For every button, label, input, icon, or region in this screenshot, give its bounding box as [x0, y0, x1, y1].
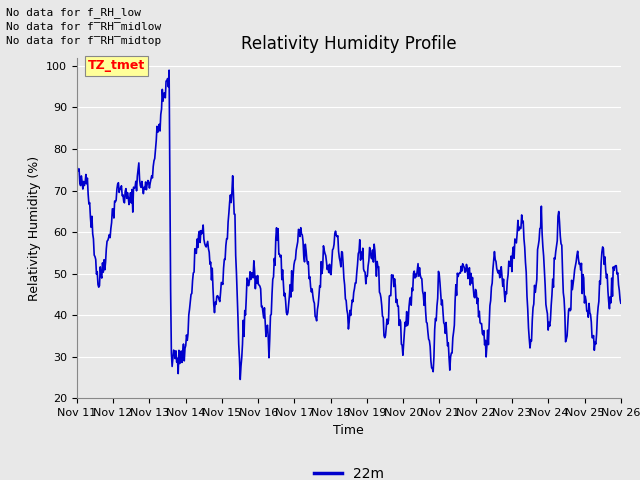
Y-axis label: Relativity Humidity (%): Relativity Humidity (%) — [28, 156, 40, 300]
Text: No data for f̅RH̅midtop: No data for f̅RH̅midtop — [6, 36, 162, 46]
Text: No data for f̅RH̅midlow: No data for f̅RH̅midlow — [6, 22, 162, 32]
X-axis label: Time: Time — [333, 424, 364, 437]
Text: No data for f_RH_low: No data for f_RH_low — [6, 7, 141, 18]
Title: Relativity Humidity Profile: Relativity Humidity Profile — [241, 35, 456, 53]
Legend: 22m: 22m — [308, 462, 389, 480]
Text: TZ_tmet: TZ_tmet — [88, 60, 145, 72]
